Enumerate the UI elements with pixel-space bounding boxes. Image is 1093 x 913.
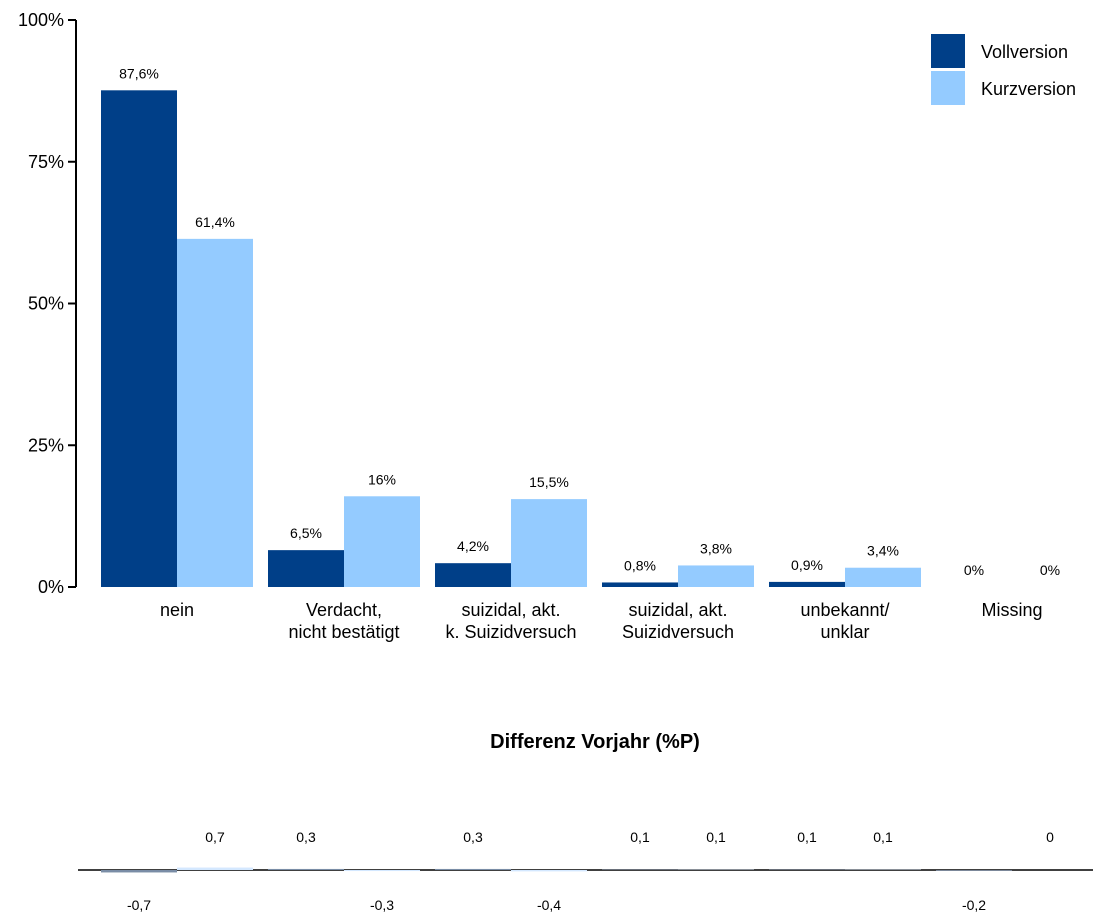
value-label: 0% [1040, 562, 1060, 578]
bar-vollversion [769, 582, 845, 587]
bar-vollversion [602, 582, 678, 587]
difference-value-label: 0,1 [797, 829, 817, 845]
difference-labels: -0,7 0,7 0,3 -0,3 0,3 -0,4 0,1 0,1 0,1 0,1 -0,2 0 [127, 829, 1054, 913]
difference-bar-kurzversion [511, 870, 587, 871]
category-label: unklar [820, 622, 869, 642]
difference-bar-vollversion [936, 870, 1012, 871]
y-axis: 0% 25% 50% 75% 100% [18, 10, 76, 597]
difference-value-label: -0,7 [127, 897, 151, 913]
category-label: nein [160, 600, 194, 620]
difference-value-label: 0,1 [873, 829, 893, 845]
bar-kurzversion [344, 496, 420, 587]
difference-value-label: 0,1 [630, 829, 650, 845]
legend-swatch [931, 34, 965, 68]
bars [101, 90, 921, 587]
value-labels: 87,6% 61,4% 6,5% 16% 4,2% 15,5% 0,8% 3,8% 0,9% 3,… [119, 65, 1060, 578]
category-label: Suizidversuch [622, 622, 734, 642]
category-label: nicht bestätigt [288, 622, 399, 642]
difference-bar-vollversion [435, 869, 511, 870]
y-tick-label: 0% [38, 577, 64, 597]
legend-label: Vollversion [981, 42, 1068, 62]
bar-vollversion [268, 550, 344, 587]
difference-value-label: 0,7 [205, 829, 225, 845]
bar-kurzversion [845, 568, 921, 587]
category-label: Missing [981, 600, 1042, 620]
value-label: 6,5% [290, 525, 322, 541]
value-label: 3,8% [700, 540, 732, 556]
difference-bar-kurzversion [177, 868, 253, 870]
y-tick-label: 25% [28, 435, 64, 455]
value-label: 15,5% [529, 474, 569, 490]
difference-value-label: 0,3 [296, 829, 316, 845]
difference-value-label: -0,3 [370, 897, 394, 913]
value-label: 0,8% [624, 557, 656, 573]
difference-bar-kurzversion [344, 870, 420, 871]
bar-kurzversion [177, 239, 253, 587]
difference-panel-title: Differenz Vorjahr (%P) [490, 731, 700, 753]
category-label: k. Suizidversuch [445, 622, 576, 642]
difference-value-label: 0,1 [706, 829, 726, 845]
category-labels: nein Verdacht,nicht bestätigt suizidal, ak… [160, 600, 1043, 642]
category-label: suizidal, akt. [461, 600, 560, 620]
bar-vollversion [435, 563, 511, 587]
difference-value-label: 0,3 [463, 829, 483, 845]
y-tick-label: 50% [28, 294, 64, 314]
legend: Vollversion Kurzversion [931, 34, 1076, 105]
value-label: 3,4% [867, 543, 899, 559]
y-tick-label: 100% [18, 10, 64, 30]
difference-value-label: -0,2 [962, 897, 986, 913]
legend-swatch [931, 71, 965, 105]
category-label: Verdacht, [306, 600, 382, 620]
bar-kurzversion [678, 565, 754, 587]
value-label: 0% [964, 562, 984, 578]
difference-value-label: -0,4 [537, 897, 561, 913]
difference-bar-vollversion [101, 870, 177, 872]
category-label: unbekannt/ [800, 600, 889, 620]
value-label: 16% [368, 471, 396, 487]
value-label: 4,2% [457, 538, 489, 554]
legend-label: Kurzversion [981, 79, 1076, 99]
difference-bars [78, 868, 1093, 873]
category-label: suizidal, akt. [628, 600, 727, 620]
value-label: 61,4% [195, 214, 235, 230]
difference-value-label: 0 [1046, 829, 1054, 845]
y-tick-label: 75% [28, 152, 64, 172]
bar-vollversion [101, 90, 177, 587]
value-label: 87,6% [119, 65, 159, 81]
value-label: 0,9% [791, 557, 823, 573]
difference-bar-vollversion [268, 869, 344, 870]
bar-kurzversion [511, 499, 587, 587]
